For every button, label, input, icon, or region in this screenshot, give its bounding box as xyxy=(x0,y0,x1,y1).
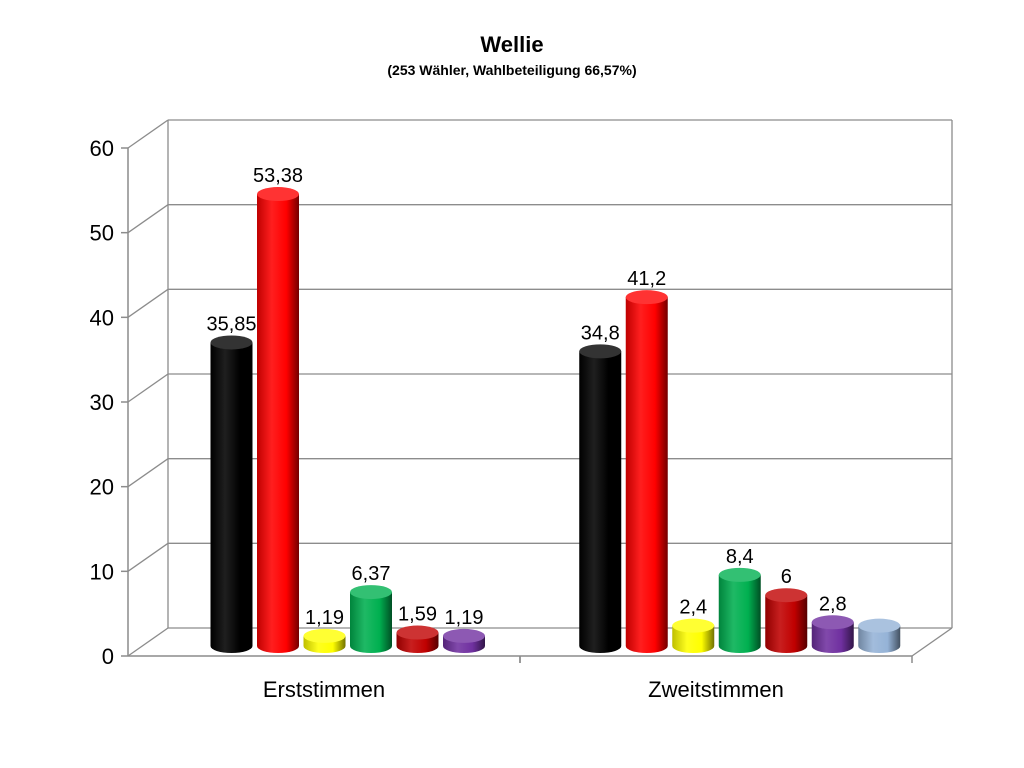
side-wall-line xyxy=(127,119,169,149)
bar-body xyxy=(811,622,854,654)
chart-title: Wellie xyxy=(480,32,544,57)
data-label: 2,4 xyxy=(679,597,707,619)
bar[interactable] xyxy=(672,618,715,654)
bar[interactable] xyxy=(858,618,901,654)
bar-top xyxy=(350,585,392,600)
bar[interactable] xyxy=(210,335,253,654)
data-label: 2,8 xyxy=(819,593,847,615)
side-wall-line xyxy=(127,204,169,234)
bar-body xyxy=(718,574,761,654)
bar[interactable] xyxy=(579,344,622,654)
bar-top xyxy=(718,567,761,582)
x-category-label: Erststimmen xyxy=(263,677,385,702)
bar[interactable] xyxy=(257,187,299,654)
bar-top xyxy=(625,290,668,305)
data-label: 8,4 xyxy=(726,546,754,568)
y-tick-label: 50 xyxy=(90,221,114,246)
bar-body xyxy=(625,297,668,654)
side-wall-line xyxy=(127,373,169,403)
bar-top xyxy=(672,618,715,633)
bar-body xyxy=(579,351,622,654)
bar[interactable] xyxy=(718,567,761,654)
bar-body xyxy=(765,595,808,654)
bar[interactable] xyxy=(396,625,439,654)
bar-top xyxy=(858,618,901,633)
y-tick-label: 30 xyxy=(90,390,114,415)
data-label: 6 xyxy=(781,566,792,588)
bar[interactable] xyxy=(350,585,392,653)
bar-body xyxy=(210,342,253,654)
y-tick-label: 20 xyxy=(90,475,114,500)
data-label: 1,59 xyxy=(398,604,437,626)
x-category-label: Zweitstimmen xyxy=(648,677,784,702)
data-label: 35,85 xyxy=(206,313,256,335)
y-tick-label: 0 xyxy=(102,644,114,669)
bar-top xyxy=(811,615,854,630)
bar-top xyxy=(303,628,346,643)
data-label: 6,37 xyxy=(352,563,391,585)
bar-top xyxy=(579,344,622,359)
chart-subtitle: (253 Wähler, Wahlbeteiligung 66,57%) xyxy=(387,62,637,78)
bar[interactable] xyxy=(625,290,668,654)
bar-top xyxy=(443,628,485,643)
data-label: 1,19 xyxy=(445,607,484,629)
data-label: 1,19 xyxy=(305,607,344,629)
data-label: 34,8 xyxy=(581,322,620,344)
y-tick-label: 60 xyxy=(90,136,114,161)
bar-top xyxy=(396,625,439,640)
y-tick-label: 10 xyxy=(90,559,114,584)
bar[interactable] xyxy=(303,628,346,654)
bar[interactable] xyxy=(765,588,808,654)
data-label: 41,2 xyxy=(627,268,666,290)
bar-body xyxy=(672,625,715,654)
bar[interactable] xyxy=(443,628,485,653)
bar-body xyxy=(858,625,901,654)
side-wall-line xyxy=(127,458,169,488)
data-label: 53,38 xyxy=(253,165,303,187)
bar-top xyxy=(210,335,253,350)
side-wall-line xyxy=(127,288,169,318)
side-wall-line xyxy=(127,542,169,572)
bar[interactable] xyxy=(811,615,854,654)
bar-top xyxy=(765,588,808,603)
floor-edge xyxy=(911,627,953,657)
y-tick-label: 40 xyxy=(90,305,114,330)
bar-top xyxy=(257,187,299,202)
bar-body xyxy=(350,592,392,653)
side-wall-line xyxy=(127,627,169,657)
bar-body xyxy=(257,194,299,654)
